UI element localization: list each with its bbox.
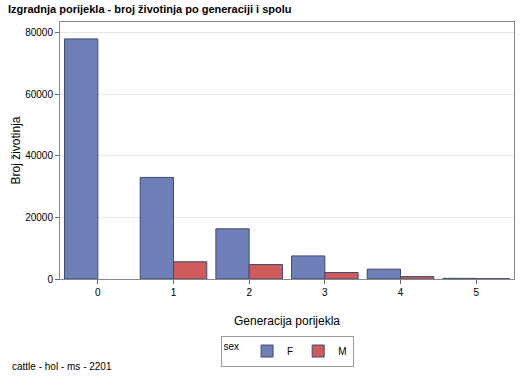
svg-text:3: 3 — [322, 287, 328, 298]
svg-text:60000: 60000 — [25, 89, 53, 100]
svg-text:sex: sex — [224, 341, 240, 352]
svg-text:5: 5 — [473, 287, 479, 298]
svg-text:F: F — [287, 346, 293, 357]
svg-text:4: 4 — [398, 287, 404, 298]
svg-text:1: 1 — [171, 287, 177, 298]
svg-text:Izgradnja porijekla - broj živ: Izgradnja porijekla - broj životinja po … — [8, 3, 292, 15]
svg-text:80000: 80000 — [25, 27, 53, 38]
svg-text:Broj životinja: Broj životinja — [9, 116, 23, 184]
svg-text:40000: 40000 — [25, 150, 53, 161]
svg-text:0: 0 — [47, 274, 53, 285]
svg-text:0: 0 — [95, 287, 101, 298]
svg-text:20000: 20000 — [25, 212, 53, 223]
svg-text:Generacija porijekla: Generacija porijekla — [234, 314, 340, 328]
svg-text:cattle - hol - ms - 2201: cattle - hol - ms - 2201 — [12, 361, 112, 372]
svg-text:M: M — [338, 346, 346, 357]
svg-text:2: 2 — [246, 287, 252, 298]
